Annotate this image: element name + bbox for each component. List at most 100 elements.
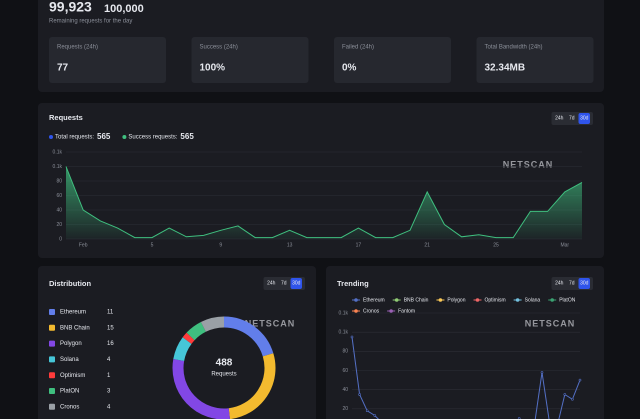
request-limit: 100,000	[104, 3, 144, 15]
remaining-caption: Remaining requests for the day	[49, 19, 132, 25]
chain-icon	[49, 372, 55, 379]
chain-icon	[49, 356, 55, 363]
legend-label: BNB Chain	[404, 297, 429, 303]
point	[540, 371, 544, 374]
y-tick-label: 60	[342, 368, 348, 374]
donut-segment	[182, 332, 195, 344]
chain-count: 11	[107, 310, 114, 316]
stat-value: 100%	[200, 63, 226, 74]
legend-swatch-dot	[354, 298, 358, 302]
legend-label: Polygon	[447, 297, 465, 303]
point	[571, 397, 574, 401]
summary-card	[38, 0, 604, 92]
y-tick-label: 40	[342, 387, 348, 393]
area	[66, 166, 582, 239]
tab-button[interactable]	[578, 113, 591, 124]
point	[563, 393, 567, 396]
x-tick-label: Mar	[560, 242, 569, 248]
donut-segment	[223, 316, 274, 357]
chain-icon	[49, 403, 55, 410]
y-tick-label: 0.1k	[339, 310, 349, 316]
chain-count: 16	[107, 341, 114, 347]
tab-button[interactable]	[290, 278, 303, 289]
tab-label: 24h	[555, 115, 564, 121]
stat-card	[476, 37, 594, 83]
stat-value: 0%	[342, 63, 357, 74]
legend-label: Ethereum	[363, 297, 385, 303]
chain-icon	[49, 309, 55, 315]
donut-caption: Requests	[211, 372, 236, 378]
legend-swatch-dot	[394, 298, 399, 302]
legend-label: Success requests:	[128, 135, 177, 141]
distribution-title: Distribution	[49, 279, 91, 288]
y-tick-label: 0.1k	[53, 164, 63, 170]
donut-segment	[172, 359, 230, 419]
x-tick-label: 17	[356, 242, 362, 248]
tab-label: 7d	[569, 115, 575, 121]
y-tick-label: 60	[56, 193, 62, 199]
legend-label: Solana	[525, 297, 541, 303]
legend-value: 565	[180, 132, 194, 141]
point	[350, 335, 354, 339]
stat-value: 77	[57, 63, 69, 74]
chain-icon	[49, 388, 55, 394]
watermark: NETSCAN	[245, 318, 296, 328]
tab-label: 24h	[555, 280, 564, 286]
stat-card	[191, 37, 309, 83]
chain-icon	[49, 340, 55, 347]
legend-label: Cronos	[363, 308, 380, 314]
chain-count: 3	[107, 389, 111, 395]
tab-label: 7d	[281, 280, 287, 286]
donut-segment	[200, 316, 225, 332]
legend-swatch-dot	[550, 298, 555, 302]
legend-label: Optimism	[485, 297, 506, 303]
chain-icon	[49, 324, 55, 331]
trending-card	[326, 266, 604, 419]
stat-label: Total Bandwidth (24h)	[485, 45, 543, 51]
requests-card	[38, 103, 604, 258]
chain-name: Ethereum	[60, 310, 86, 316]
legend-dot	[49, 135, 53, 139]
stat-label: Requests (24h)	[57, 45, 98, 51]
y-tick-label: 0	[59, 236, 62, 242]
y-tick-label: 0.1k	[53, 149, 63, 155]
tab-button[interactable]	[578, 278, 591, 289]
x-tick-label: 13	[287, 242, 293, 248]
x-tick-label: Feb	[79, 242, 88, 248]
x-tick-label: 9	[219, 242, 222, 248]
legend-label: PlatON	[559, 297, 576, 303]
x-tick-label: 25	[493, 242, 499, 248]
donut-segment	[186, 321, 207, 341]
x-tick-label: 21	[424, 242, 430, 248]
chain-count: 4	[107, 357, 111, 363]
chain-count: 1	[107, 373, 111, 379]
stat-label: Success (24h)	[200, 45, 238, 51]
chain-name: Optimism	[60, 373, 85, 379]
y-tick-label: 20	[342, 406, 348, 412]
donut-segment	[173, 337, 192, 362]
y-tick-label: 80	[342, 349, 348, 355]
chain-count: 4	[107, 404, 111, 410]
chain-name: BNB Chain	[60, 325, 90, 331]
point	[365, 409, 369, 413]
legend-value: 565	[97, 132, 111, 141]
y-tick-label: 40	[56, 207, 62, 213]
legend-swatch-dot	[475, 298, 480, 302]
legend-swatch-dot	[389, 309, 393, 313]
chain-name: PlatON	[60, 389, 79, 395]
legend-swatch-dot	[515, 298, 520, 302]
chain-count: 15	[107, 325, 114, 331]
donut-segment	[228, 353, 276, 419]
point	[578, 378, 582, 382]
stat-card	[334, 37, 451, 83]
point	[358, 393, 361, 396]
legend-dot	[122, 135, 127, 139]
legend-swatch-dot	[354, 309, 358, 313]
remaining-count: 99,923	[49, 0, 92, 15]
legend-swatch-dot	[438, 298, 443, 302]
stat-label: Failed (24h)	[342, 45, 374, 51]
y-tick-label: 80	[56, 178, 62, 184]
tab-label: 7d	[569, 280, 575, 286]
